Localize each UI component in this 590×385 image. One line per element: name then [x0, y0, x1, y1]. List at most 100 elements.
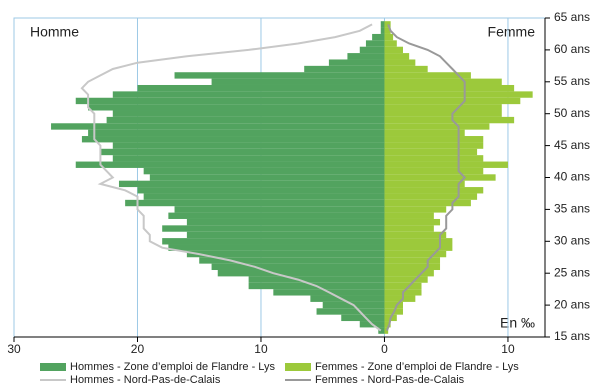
bar — [384, 174, 496, 181]
legend-label: Hommes - Zone d’emploi de Flandre - Lys — [70, 361, 276, 373]
bar — [316, 308, 385, 315]
bar — [137, 187, 385, 194]
bar — [384, 212, 434, 219]
x-tick-label: 30 — [7, 342, 21, 356]
bar — [384, 78, 502, 85]
bar — [384, 327, 389, 334]
bar — [384, 225, 434, 232]
bar — [384, 250, 447, 258]
y-tick-label: 30 ans — [554, 233, 590, 247]
bar — [248, 276, 385, 283]
legend-label: Hommes - Nord-Pas-de-Calais — [70, 374, 221, 385]
bar — [384, 148, 478, 156]
bar — [384, 59, 416, 66]
y-tick-label: 15 ans — [554, 329, 590, 343]
x-tick-label: 10 — [254, 342, 268, 356]
bar — [217, 270, 385, 277]
bar — [143, 193, 385, 200]
bar — [384, 206, 447, 213]
bar — [384, 263, 441, 271]
bar — [112, 110, 385, 117]
bar — [137, 84, 385, 92]
bar — [384, 244, 453, 251]
bar — [211, 263, 385, 271]
bar — [384, 123, 490, 130]
bar — [384, 180, 465, 188]
bar — [162, 238, 385, 245]
bar — [384, 301, 403, 309]
y-tick-label: 55 ans — [554, 74, 590, 88]
bar — [384, 282, 422, 290]
bar — [384, 53, 410, 60]
bar — [81, 136, 385, 143]
bar — [384, 321, 391, 328]
bar — [88, 104, 385, 111]
bar — [112, 91, 385, 98]
y-tick-label: 35 ans — [554, 202, 590, 216]
bar — [365, 40, 385, 47]
bar — [384, 65, 428, 73]
bar — [347, 53, 385, 60]
bar — [186, 231, 385, 239]
y-tick-label: 20 ans — [554, 297, 590, 311]
bar — [143, 167, 385, 175]
bar — [162, 225, 385, 232]
bar — [384, 27, 391, 34]
bar — [384, 46, 403, 54]
legend-label: Femmes - Nord-Pas-de-Calais — [315, 374, 465, 385]
bar — [328, 59, 385, 66]
bar — [88, 129, 385, 137]
bar — [211, 78, 385, 85]
bar — [380, 27, 385, 34]
y-tick-label: 40 ans — [554, 170, 590, 184]
bar — [174, 206, 385, 213]
men-label: Homme — [30, 24, 79, 40]
bar — [75, 97, 385, 105]
bar — [384, 199, 471, 207]
bar — [310, 295, 385, 302]
bar — [378, 327, 385, 334]
bar — [384, 167, 484, 175]
legend-swatch — [285, 363, 311, 371]
bar — [384, 187, 484, 194]
bar — [149, 174, 385, 181]
bar — [384, 72, 471, 79]
legend-swatch — [40, 363, 66, 371]
unit-label: En ‰ — [500, 315, 535, 331]
bar — [384, 238, 453, 245]
bar — [384, 295, 416, 302]
bar — [372, 33, 385, 41]
bar — [384, 218, 441, 226]
y-tick-label: 45 ans — [554, 138, 590, 152]
bar — [384, 136, 484, 143]
bar — [384, 161, 508, 168]
bar — [106, 116, 385, 124]
bar — [168, 212, 385, 219]
y-tick-label: 65 ans — [554, 10, 590, 24]
bar — [384, 257, 441, 264]
bar — [112, 155, 385, 162]
bar — [384, 40, 397, 47]
bar — [384, 84, 515, 92]
bar — [186, 250, 385, 258]
bar — [186, 218, 385, 226]
line — [80, 23, 382, 332]
x-tick-label: 20 — [131, 342, 145, 356]
bar — [384, 21, 391, 28]
bar — [359, 46, 385, 54]
bar — [100, 148, 385, 156]
bar — [384, 231, 447, 239]
bar — [384, 104, 502, 111]
bar — [51, 123, 385, 130]
x-tick-label: 0 — [381, 342, 388, 356]
x-tick-label: 10 — [501, 342, 515, 356]
bar — [341, 314, 385, 322]
bar — [384, 33, 394, 41]
bar — [125, 199, 385, 207]
line — [385, 24, 467, 331]
bar — [304, 65, 385, 73]
bar — [112, 142, 385, 149]
y-tick-label: 60 ans — [554, 42, 590, 56]
women-label: Femme — [488, 24, 536, 40]
